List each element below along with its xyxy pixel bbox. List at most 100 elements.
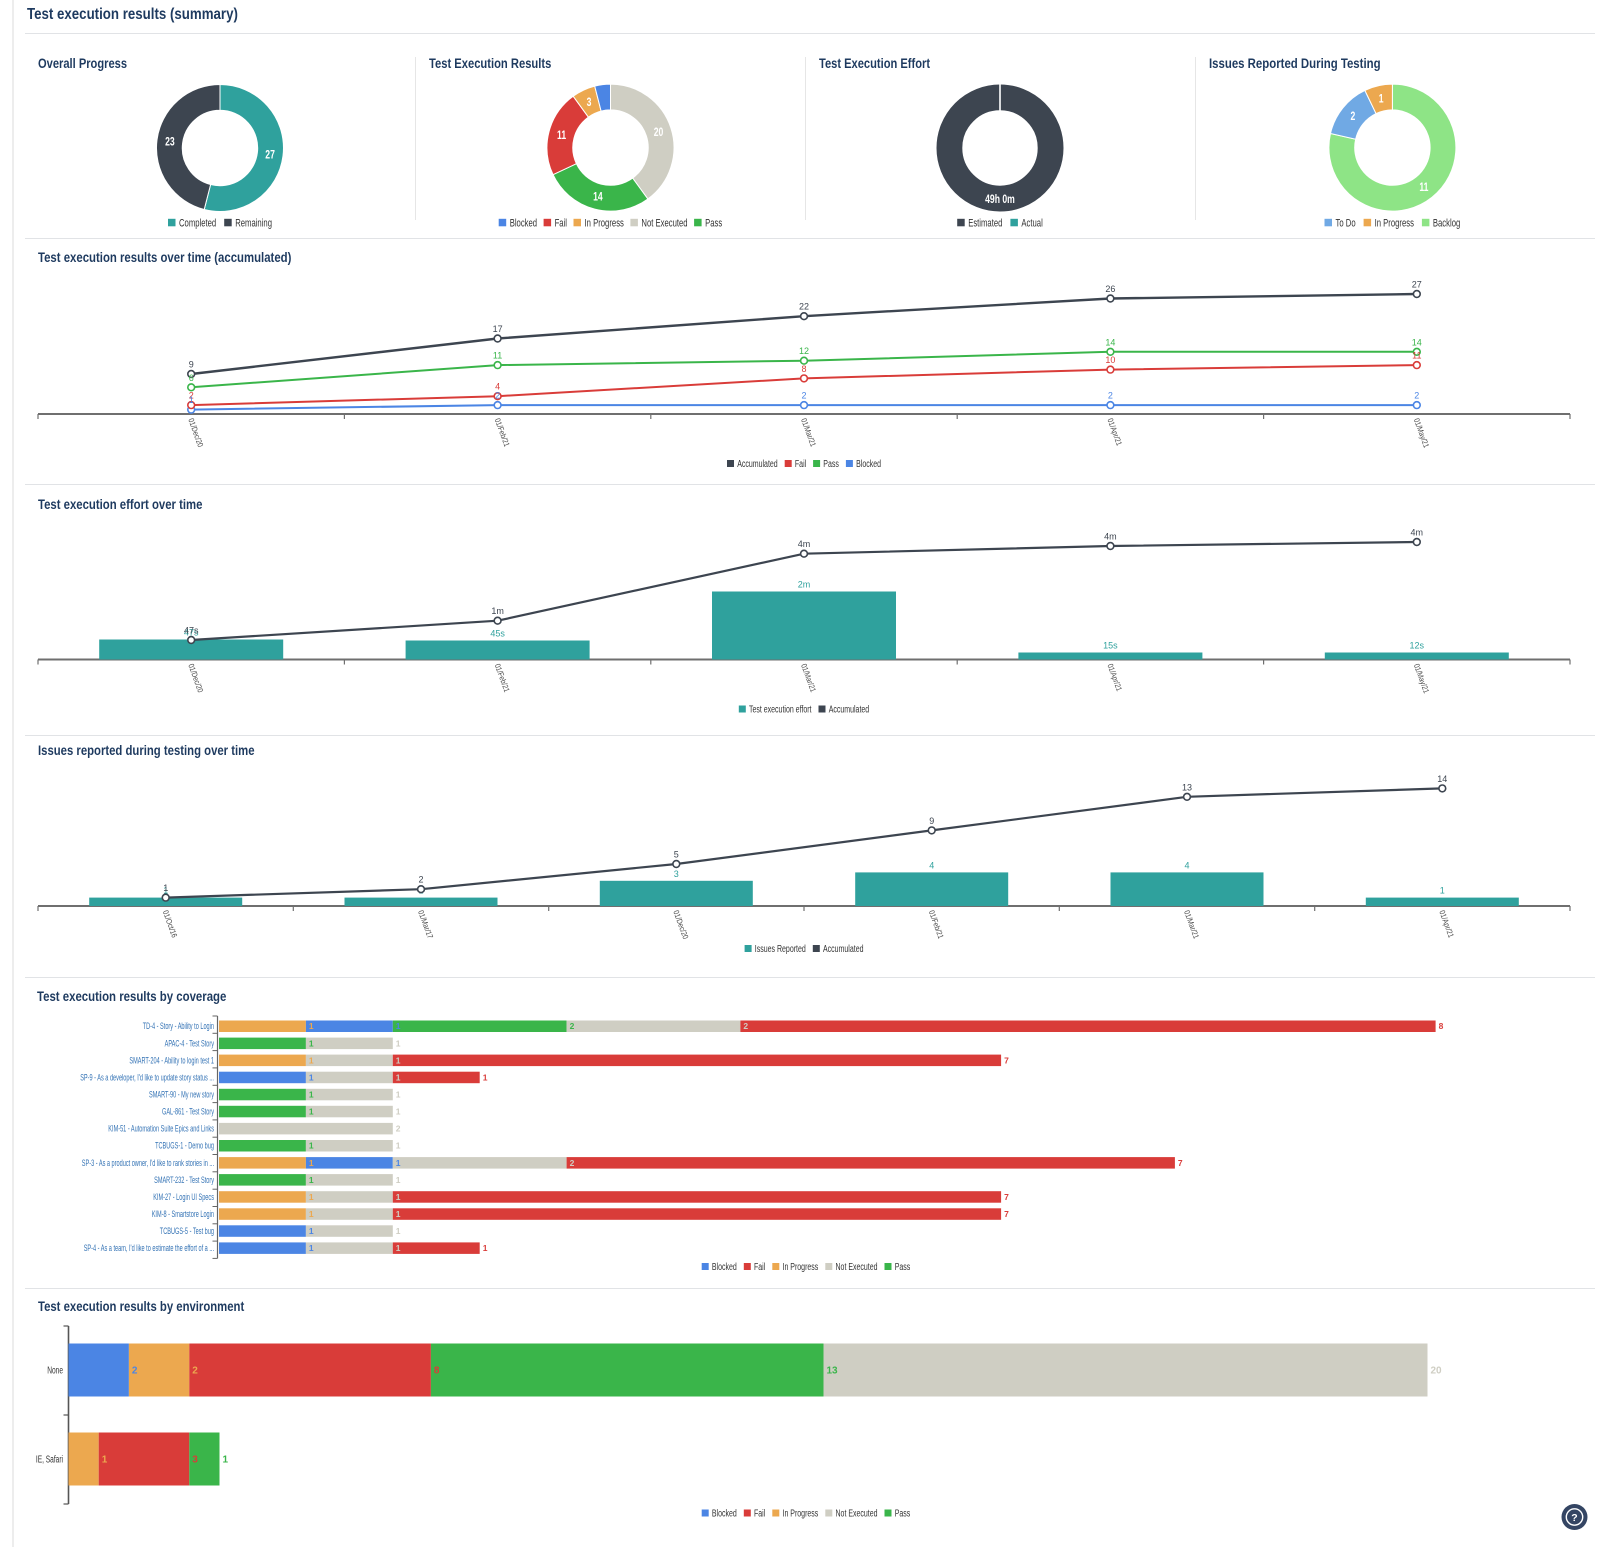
svg-text:2: 2 bbox=[132, 1366, 138, 1377]
svg-text:1: 1 bbox=[396, 1107, 401, 1117]
svg-text:4m: 4m bbox=[1104, 532, 1117, 542]
svg-text:2: 2 bbox=[418, 875, 423, 885]
svg-text:01/Feb/21: 01/Feb/21 bbox=[493, 663, 512, 694]
svg-text:1: 1 bbox=[163, 886, 168, 896]
svg-text:Not Executed: Not Executed bbox=[641, 218, 687, 230]
svg-text:2m: 2m bbox=[798, 580, 811, 590]
svg-text:1: 1 bbox=[309, 1175, 314, 1185]
svg-text:In Progress: In Progress bbox=[585, 218, 625, 230]
svg-text:01/May/21: 01/May/21 bbox=[1412, 663, 1431, 695]
svg-text:01/Oct/16: 01/Oct/16 bbox=[161, 909, 179, 939]
svg-text:8: 8 bbox=[1439, 1021, 1444, 1031]
svg-text:49h 0m: 49h 0m bbox=[985, 194, 1015, 206]
svg-text:Not Executed: Not Executed bbox=[836, 1509, 878, 1520]
svg-text:01/Apr/21: 01/Apr/21 bbox=[1106, 417, 1124, 447]
svg-text:APAC-4 - Test Story: APAC-4 - Test Story bbox=[165, 1038, 215, 1048]
svg-text:45s: 45s bbox=[490, 629, 505, 639]
svg-text:?: ? bbox=[1571, 1512, 1577, 1524]
svg-text:KIM-8 - Smartstore Login: KIM-8 - Smartstore Login bbox=[152, 1209, 214, 1219]
svg-text:Pass: Pass bbox=[823, 459, 839, 470]
svg-text:2: 2 bbox=[743, 1021, 748, 1031]
svg-text:01/Apr/21: 01/Apr/21 bbox=[1106, 663, 1124, 693]
svg-text:1: 1 bbox=[396, 1038, 401, 1048]
svg-text:KIM-27 - Login UI Specs: KIM-27 - Login UI Specs bbox=[153, 1192, 214, 1202]
svg-text:1: 1 bbox=[309, 1192, 314, 1202]
svg-text:1: 1 bbox=[309, 1209, 314, 1219]
svg-text:27: 27 bbox=[1412, 280, 1422, 290]
svg-text:1: 1 bbox=[396, 1192, 401, 1202]
svg-text:14: 14 bbox=[1105, 337, 1115, 347]
svg-text:SMART-90 - My new story: SMART-90 - My new story bbox=[149, 1090, 214, 1100]
svg-text:1: 1 bbox=[102, 1455, 108, 1466]
svg-text:1: 1 bbox=[309, 1141, 314, 1151]
svg-text:Blocked: Blocked bbox=[712, 1509, 737, 1520]
svg-text:2: 2 bbox=[1108, 391, 1113, 401]
svg-text:11: 11 bbox=[1419, 182, 1429, 194]
svg-text:9: 9 bbox=[929, 816, 934, 826]
svg-text:1: 1 bbox=[309, 1158, 314, 1168]
svg-text:1: 1 bbox=[396, 1209, 401, 1219]
svg-text:20: 20 bbox=[1431, 1366, 1443, 1377]
svg-text:Fail: Fail bbox=[555, 218, 567, 230]
svg-text:1: 1 bbox=[189, 395, 194, 405]
svg-text:01/Dec/20: 01/Dec/20 bbox=[186, 417, 205, 449]
svg-text:8: 8 bbox=[801, 364, 806, 374]
svg-text:4: 4 bbox=[929, 860, 934, 870]
svg-text:Blocked: Blocked bbox=[856, 459, 881, 470]
svg-text:01/May/21: 01/May/21 bbox=[1412, 417, 1431, 449]
svg-text:2: 2 bbox=[570, 1021, 575, 1031]
svg-text:5: 5 bbox=[674, 850, 679, 860]
svg-text:27: 27 bbox=[265, 149, 275, 161]
svg-text:4m: 4m bbox=[1411, 528, 1424, 538]
svg-text:1: 1 bbox=[309, 1243, 314, 1253]
svg-text:14: 14 bbox=[1412, 337, 1422, 347]
svg-text:1: 1 bbox=[1440, 886, 1445, 896]
svg-text:Issues Reported: Issues Reported bbox=[755, 944, 806, 955]
svg-text:Remaining: Remaining bbox=[235, 218, 272, 230]
svg-text:01/Mar/21: 01/Mar/21 bbox=[799, 663, 818, 694]
svg-text:1: 1 bbox=[396, 1021, 401, 1031]
svg-text:1: 1 bbox=[309, 1090, 314, 1100]
svg-text:Not Executed: Not Executed bbox=[836, 1262, 878, 1273]
svg-text:Accumulated: Accumulated bbox=[829, 705, 870, 716]
svg-text:Estimated: Estimated bbox=[968, 218, 1002, 230]
svg-text:13: 13 bbox=[827, 1366, 839, 1377]
svg-text:1: 1 bbox=[483, 1243, 488, 1253]
svg-text:2: 2 bbox=[189, 391, 194, 401]
svg-text:1: 1 bbox=[309, 1038, 314, 1048]
svg-text:Backlog: Backlog bbox=[1433, 218, 1460, 230]
svg-text:6: 6 bbox=[189, 373, 194, 383]
svg-text:TCBUGS-1 - Demo bug: TCBUGS-1 - Demo bug bbox=[155, 1141, 214, 1151]
svg-text:14: 14 bbox=[1437, 774, 1447, 784]
svg-text:23: 23 bbox=[165, 137, 175, 149]
svg-text:12s: 12s bbox=[1410, 641, 1425, 651]
svg-text:4m: 4m bbox=[798, 539, 811, 549]
svg-text:1: 1 bbox=[396, 1226, 401, 1236]
svg-text:1: 1 bbox=[223, 1455, 229, 1466]
svg-text:4: 4 bbox=[495, 382, 500, 392]
svg-text:47s: 47s bbox=[184, 628, 199, 638]
svg-text:1: 1 bbox=[1379, 93, 1384, 105]
svg-text:1: 1 bbox=[309, 1073, 314, 1083]
svg-text:26: 26 bbox=[1105, 284, 1115, 294]
svg-text:13: 13 bbox=[1182, 782, 1192, 792]
svg-text:Fail: Fail bbox=[795, 459, 806, 470]
svg-text:12: 12 bbox=[799, 346, 809, 356]
svg-text:Accumulated: Accumulated bbox=[737, 459, 778, 470]
svg-text:Completed: Completed bbox=[179, 218, 216, 230]
svg-text:7: 7 bbox=[1004, 1209, 1009, 1219]
svg-text:7: 7 bbox=[1004, 1192, 1009, 1202]
svg-text:None: None bbox=[47, 1366, 63, 1377]
svg-text:1m: 1m bbox=[491, 606, 504, 616]
svg-text:1: 1 bbox=[309, 1226, 314, 1236]
svg-text:8: 8 bbox=[434, 1366, 440, 1377]
svg-text:1: 1 bbox=[309, 1107, 314, 1117]
svg-text:10: 10 bbox=[1105, 355, 1115, 365]
svg-text:Pass: Pass bbox=[705, 218, 722, 230]
svg-text:01/Mar/17: 01/Mar/17 bbox=[416, 909, 435, 940]
svg-text:1: 1 bbox=[396, 1073, 401, 1083]
svg-text:2: 2 bbox=[570, 1158, 575, 1168]
svg-text:To Do: To Do bbox=[1336, 218, 1356, 230]
svg-text:11: 11 bbox=[1412, 351, 1421, 361]
svg-text:01/Dec/20: 01/Dec/20 bbox=[186, 663, 205, 695]
